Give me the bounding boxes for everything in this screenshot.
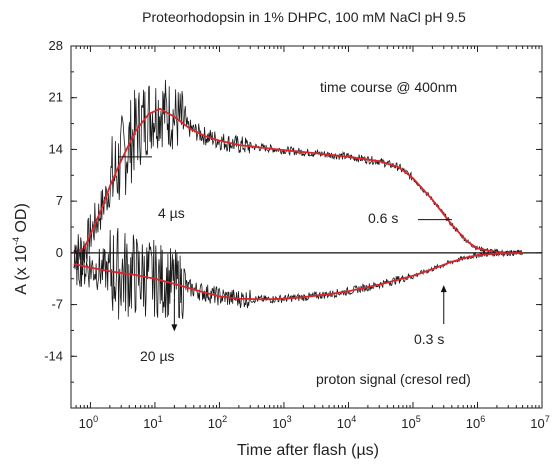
y-tick-label: 14 xyxy=(49,141,63,156)
x-tick-label-base: 10 xyxy=(272,416,286,431)
annotation-time-course: time course @ 400nm xyxy=(320,79,457,95)
annotation-arrows xyxy=(118,156,452,332)
y-tick-label: 21 xyxy=(49,90,63,105)
y-tick-label: -14 xyxy=(44,348,63,363)
x-tick-label: 103 xyxy=(272,414,291,431)
x-tick-label-exponent: 4 xyxy=(351,414,356,424)
x-tick-labels: 100 101 102 103 104 105 106 107 xyxy=(79,414,550,431)
x-tick-label-exponent: 3 xyxy=(287,414,292,424)
x-tick-label: 105 xyxy=(401,414,420,431)
y-axis-label-prefix: A (x 10 xyxy=(13,245,30,295)
annotation-20us: 20 µs xyxy=(140,348,175,364)
x-tick-label: 100 xyxy=(79,414,98,431)
plot-area xyxy=(70,45,543,409)
y-tick-label: 7 xyxy=(56,193,63,208)
annotation-0-3s: 0.3 s xyxy=(414,331,444,347)
x-tick-label: 106 xyxy=(466,414,485,431)
axis-ticks xyxy=(70,45,543,409)
series-data-line xyxy=(73,79,523,270)
x-tick-label-base: 10 xyxy=(79,416,93,431)
x-tick-label-exponent: 5 xyxy=(416,414,421,424)
x-tick-label-base: 10 xyxy=(143,416,157,431)
annotation-proton-signal: proton signal (cresol red) xyxy=(316,371,471,387)
annotation-4us: 4 µs xyxy=(158,205,185,221)
y-tick-labels: 28 21 14 7 0 -7 -14 xyxy=(44,38,63,363)
x-tick-label: 104 xyxy=(337,414,356,431)
y-axis-label-exponent: -4 xyxy=(11,237,21,245)
x-tick-label-exponent: 0 xyxy=(93,414,98,424)
x-tick-label-exponent: 1 xyxy=(158,414,163,424)
x-tick-label-base: 10 xyxy=(530,416,544,431)
x-tick-label-base: 10 xyxy=(401,416,415,431)
x-tick-label-exponent: 7 xyxy=(545,414,550,424)
x-tick-label: 107 xyxy=(530,414,549,431)
x-tick-label-base: 10 xyxy=(208,416,222,431)
series-data-line xyxy=(73,227,523,320)
series-fit-line xyxy=(73,252,523,301)
series-fit-line xyxy=(73,107,523,254)
x-tick-label-base: 10 xyxy=(337,416,351,431)
x-tick-label-exponent: 6 xyxy=(480,414,485,424)
y-axis-label-suffix: OD) xyxy=(13,203,30,237)
x-tick-label: 102 xyxy=(208,414,227,431)
y-tick-label: 28 xyxy=(49,38,63,53)
annotation-0-6s: 0.6 s xyxy=(368,210,398,226)
x-tick-label-base: 10 xyxy=(466,416,480,431)
arrowhead-20us xyxy=(171,324,178,332)
y-axis-label: A (x 10-4 OD) xyxy=(11,203,30,295)
chart-title: Proteorhodopsin in 1% DHPC, 100 mM NaCl … xyxy=(142,9,466,25)
x-axis-label: Time after flash (µs) xyxy=(237,442,379,459)
x-tick-label-exponent: 2 xyxy=(222,414,227,424)
y-tick-label: -7 xyxy=(51,297,63,312)
arrowhead-0-3s xyxy=(440,285,447,293)
x-tick-label: 101 xyxy=(143,414,162,431)
y-tick-label: 0 xyxy=(56,245,63,260)
series-group xyxy=(73,79,523,320)
